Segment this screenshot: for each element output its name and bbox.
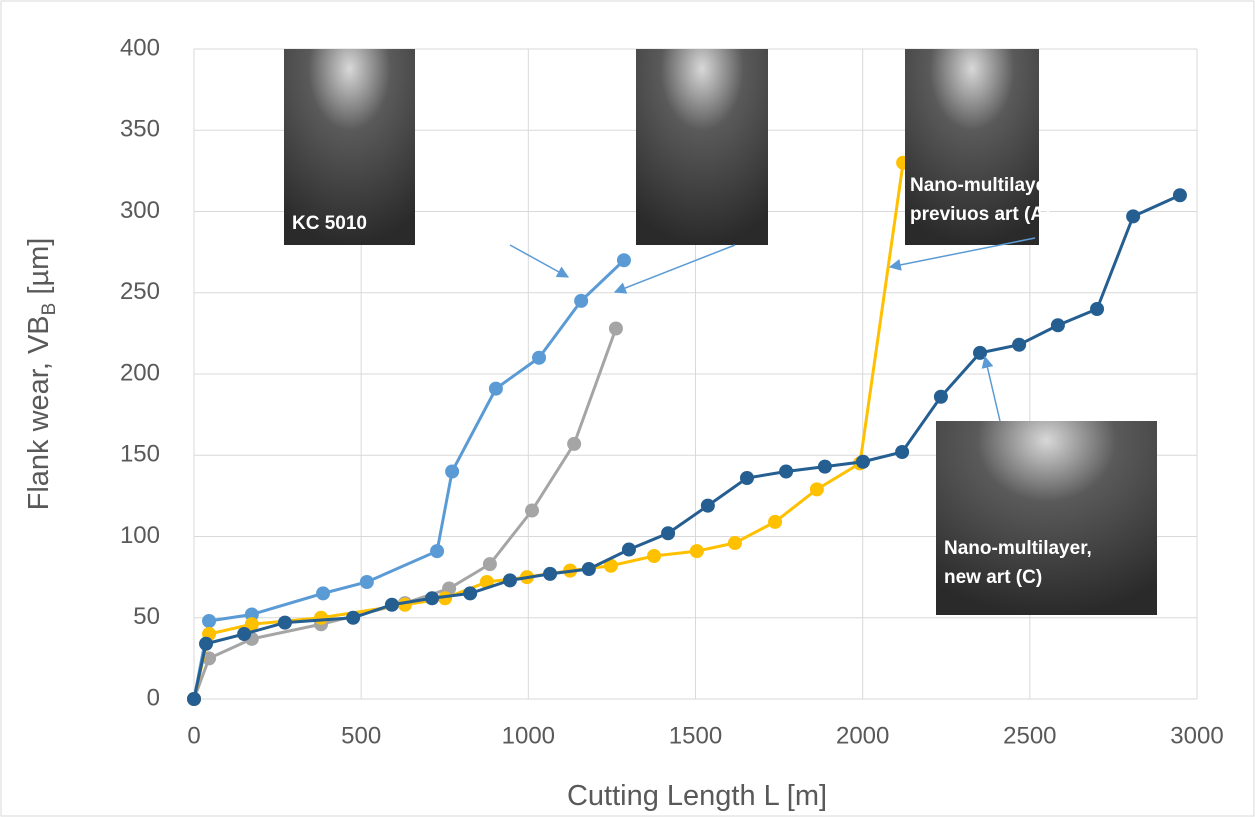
data-point — [187, 692, 201, 706]
data-point — [740, 471, 754, 485]
data-point — [701, 499, 715, 513]
data-point — [483, 557, 497, 571]
x-tick-label: 0 — [187, 722, 200, 749]
x-axis-title: Cutting Length L [m] — [567, 780, 827, 812]
data-point — [385, 598, 399, 612]
chart: KC 5010 Nano-multilayer, previuos art (A… — [0, 0, 1255, 817]
data-point — [567, 437, 581, 451]
y-tick-label: 200 — [120, 359, 160, 386]
y-title-unit: [µm] — [23, 238, 55, 303]
data-point — [617, 253, 631, 267]
data-point — [661, 526, 675, 540]
data-point — [1090, 302, 1104, 316]
data-point — [647, 549, 661, 563]
y-tick-label: 250 — [120, 278, 160, 305]
data-point — [503, 573, 517, 587]
data-point — [202, 614, 216, 628]
data-point — [1173, 188, 1187, 202]
y-tick-label: 350 — [120, 116, 160, 143]
data-point — [768, 515, 782, 529]
annotation: previuos art (A) — [910, 204, 1050, 225]
data-point — [430, 544, 444, 558]
y-tick-label: 50 — [133, 603, 160, 630]
y-title-main: Flank wear, VB — [23, 315, 55, 510]
y-tick-label: 400 — [120, 34, 160, 61]
data-point — [360, 575, 374, 589]
x-tick-label: 1500 — [669, 722, 722, 749]
data-point — [622, 543, 636, 557]
data-point — [278, 616, 292, 630]
data-point — [574, 294, 588, 308]
annotation: Nano-multilayer, — [944, 538, 1092, 559]
data-point — [316, 586, 330, 600]
y-axis-title: Flank wear, VBB [µm] — [23, 238, 60, 511]
data-point — [525, 504, 539, 518]
y-title-subscript: B — [39, 303, 60, 316]
data-point — [895, 445, 909, 459]
data-point — [779, 465, 793, 479]
data-point — [532, 351, 546, 365]
data-point — [856, 455, 870, 469]
data-point — [810, 482, 824, 496]
annotation: new art (C) — [944, 567, 1042, 588]
data-point — [1051, 318, 1065, 332]
data-point — [543, 567, 557, 581]
x-tick-label: 1000 — [502, 722, 555, 749]
frame — [1, 1, 1254, 816]
annotation: KC 5010 — [292, 213, 367, 234]
x-tick-label: 2000 — [836, 722, 889, 749]
page: KC 5010 Nano-multilayer, previuos art (A… — [0, 0, 1255, 817]
data-point — [463, 586, 477, 600]
data-point — [199, 637, 213, 651]
y-tick-label: 150 — [120, 441, 160, 468]
annotation: Nano-multilayer, — [910, 175, 1058, 196]
x-tick-label: 500 — [341, 722, 381, 749]
data-point — [934, 390, 948, 404]
y-tick-label: 300 — [120, 197, 160, 224]
data-point — [818, 460, 832, 474]
x-tick-label: 2500 — [1003, 722, 1056, 749]
data-point — [690, 544, 704, 558]
data-point — [346, 611, 360, 625]
data-point — [445, 465, 459, 479]
x-tick-label: 3000 — [1170, 722, 1223, 749]
data-point — [425, 591, 439, 605]
data-point — [609, 322, 623, 336]
y-tick-label: 0 — [147, 684, 160, 711]
data-point — [1012, 338, 1026, 352]
data-point — [489, 382, 503, 396]
y-tick-label: 100 — [120, 522, 160, 549]
photo — [636, 49, 768, 245]
data-point — [582, 562, 596, 576]
data-point — [1126, 209, 1140, 223]
data-point — [237, 627, 251, 641]
data-point — [314, 611, 328, 625]
data-point — [728, 536, 742, 550]
